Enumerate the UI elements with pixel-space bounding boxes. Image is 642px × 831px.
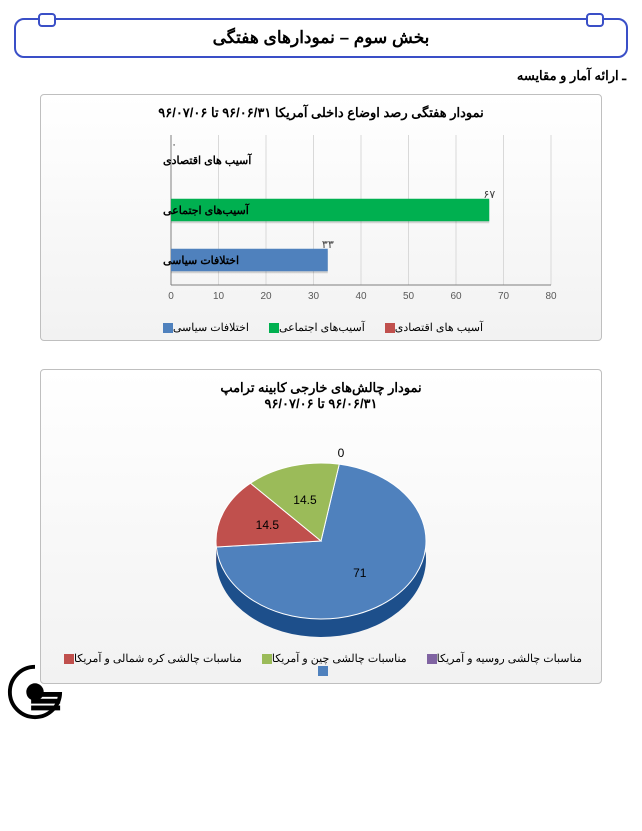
legend-item: آسیب‌های اجتماعی [265,321,365,334]
svg-text:30: 30 [308,291,320,302]
svg-text:40: 40 [355,291,367,302]
section-title: بخش سوم – نمودارهای هفتگی [16,28,626,48]
pie-chart-panel: نمودار چالش‌های خارجی کابینه ترامپ ۹۶/۰۶… [40,369,602,684]
svg-text:14.5: 14.5 [256,518,280,532]
svg-text:20: 20 [260,291,272,302]
bar-chart: 0 10 20 30 40 50 60 70 80 ۰ آسیب های اقتصادی ۶۷ آسیب… [61,125,581,315]
pie-title-line2: ۹۶/۰۶/۳۱ تا ۹۶/۰۷/۰۶ [51,396,591,412]
svg-text:0: 0 [338,446,345,460]
pie-chart: 71 14.5 14.5 0 [61,416,581,646]
legend-swatch [163,323,173,333]
pie-chart-title: نمودار چالش‌های خارجی کابینه ترامپ ۹۶/۰۶… [51,380,591,412]
section-subhead: ـ ارائه آمار و مقایسه [0,68,626,84]
legend-swatch [318,666,328,676]
legend-label: مناسبات چالشی چین و آمریکا [272,653,407,665]
svg-text:۳۳: ۳۳ [322,239,334,251]
legend-swatch [262,654,272,664]
svg-text:50: 50 [403,291,415,302]
pie-title-line1: نمودار چالش‌های خارجی کابینه ترامپ [220,380,421,395]
svg-text:10: 10 [213,291,225,302]
legend-item: آسیب های اقتصادی [381,321,483,334]
legend-swatch [385,323,395,333]
org-logo-icon [6,663,64,721]
section-header: بخش سوم – نمودارهای هفتگی [14,18,628,58]
legend-item: مناسبات چالشی روسیه و آمریکا [423,652,582,665]
legend-item: مناسبات چالشی چین و آمریکا [258,652,407,665]
legend-item: اختلافات سیاسی [159,321,249,334]
legend-swatch [64,654,74,664]
svg-text:آسیب‌های اجتماعی: آسیب‌های اجتماعی [163,203,250,217]
pie-chart-legend: مناسبات چالشی روسیه و آمریکا مناسبات چالش… [51,652,591,677]
legend-label: اختلافات سیاسی [173,322,249,334]
bar-chart-title: نمودار هفتگی رصد اوضاع داخلی آمریکا ۹۶/۰… [51,105,591,121]
svg-text:اختلافات سیاسی: اختلافات سیاسی [163,255,239,267]
svg-text:80: 80 [545,291,557,302]
legend-label: آسیب های اقتصادی [395,322,483,334]
legend-label: آسیب‌های اجتماعی [279,322,365,334]
legend-item [314,665,328,677]
legend-label: مناسبات چالشی روسیه و آمریکا [437,653,582,665]
bar-chart-legend: آسیب های اقتصادی آسیب‌های اجتماعی اختلافات… [51,321,591,334]
svg-text:60: 60 [450,291,462,302]
legend-swatch [269,323,279,333]
svg-text:۶۷: ۶۷ [483,189,495,201]
svg-text:70: 70 [498,291,510,302]
legend-swatch [427,654,437,664]
legend-label: مناسبات چالشی کره شمالی و آمریکا [74,653,242,665]
svg-text:14.5: 14.5 [293,493,317,507]
svg-text:آسیب های اقتصادی: آسیب های اقتصادی [163,153,252,167]
svg-text:71: 71 [353,566,367,580]
bar-chart-panel: نمودار هفتگی رصد اوضاع داخلی آمریکا ۹۶/۰… [40,94,602,341]
svg-text:۰: ۰ [171,139,177,151]
svg-text:0: 0 [168,291,174,302]
legend-item: مناسبات چالشی کره شمالی و آمریکا [60,652,242,665]
